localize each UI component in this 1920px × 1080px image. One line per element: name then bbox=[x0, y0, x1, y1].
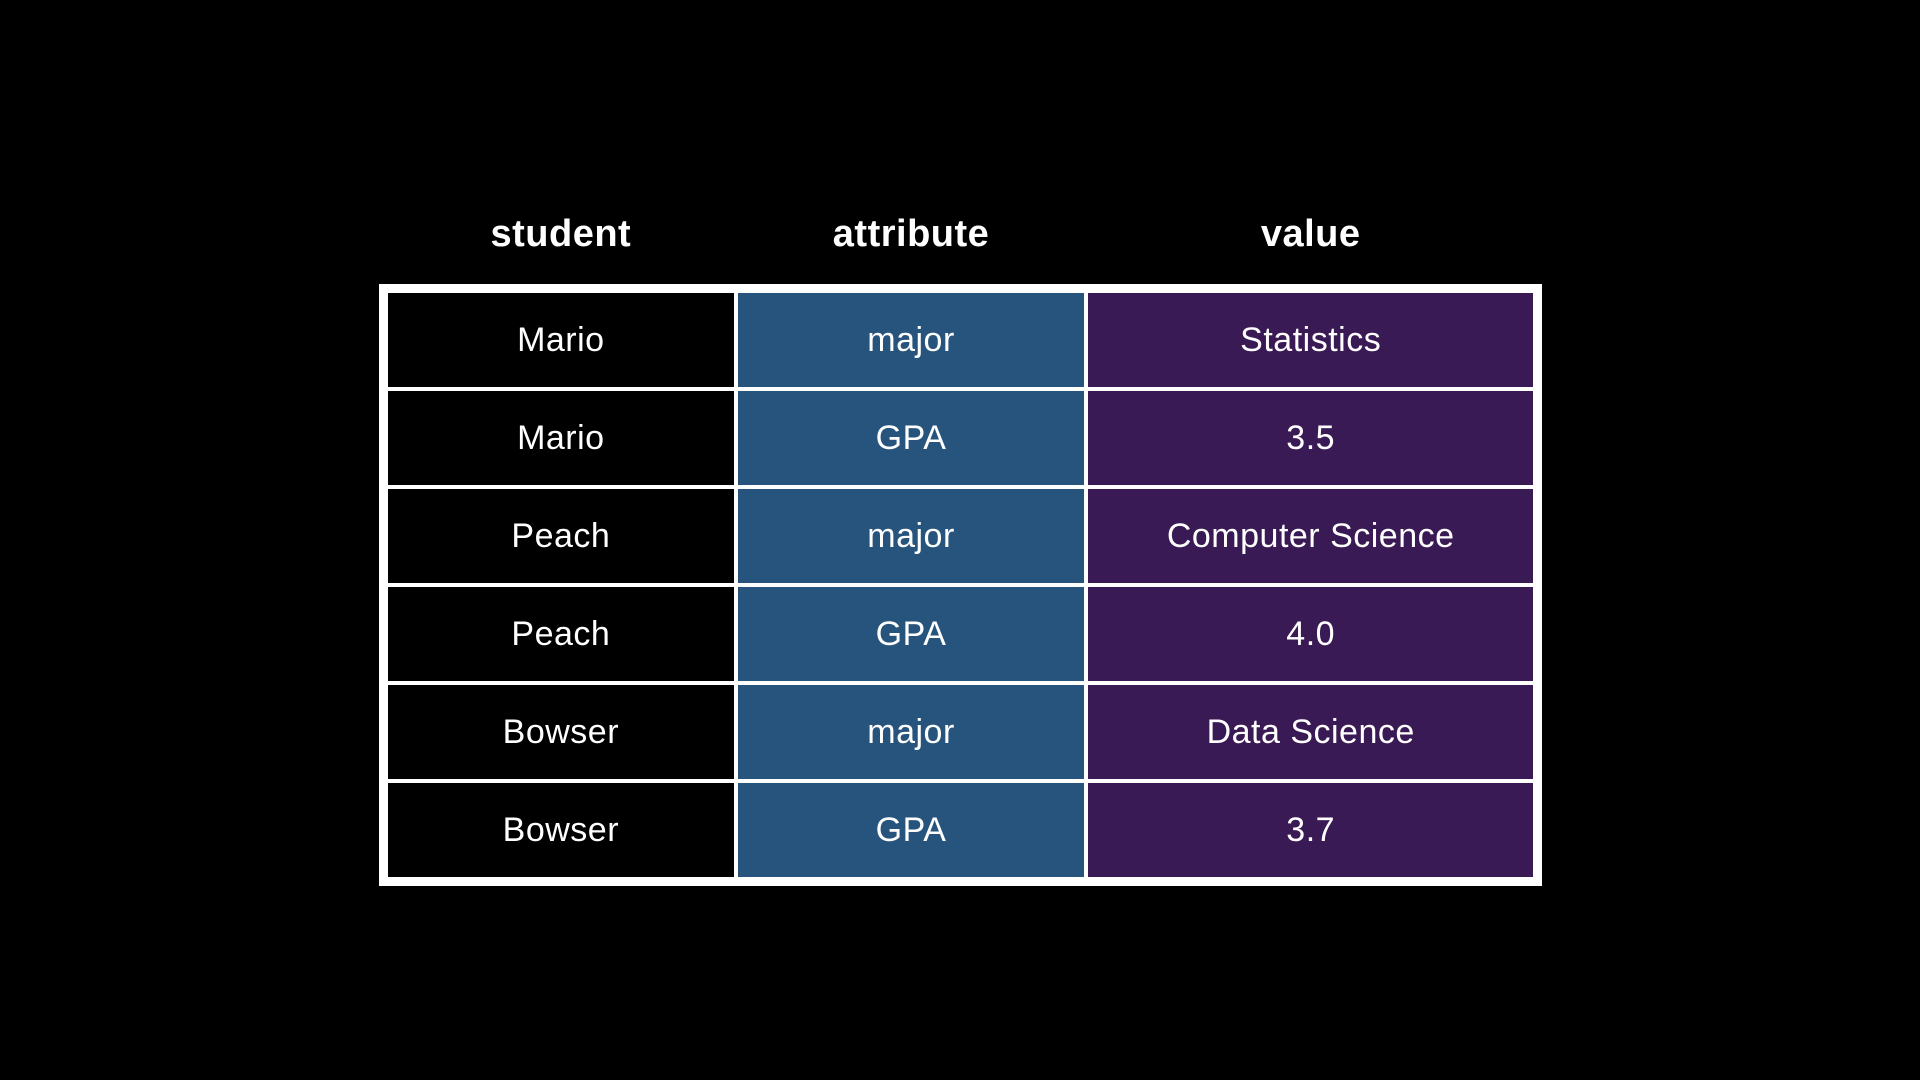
table-cell: Bowser bbox=[388, 783, 734, 877]
table-body: Mario major Statistics Mario GPA 3.5 Peach majo… bbox=[388, 293, 1533, 877]
table-cell: Computer Science bbox=[1088, 489, 1533, 583]
table-cell: GPA bbox=[737, 391, 1085, 485]
table-cell: Data Science bbox=[1088, 685, 1533, 779]
table-cell: Peach bbox=[388, 587, 734, 681]
data-table: student attribute value Mario major Statis… bbox=[379, 208, 1542, 886]
table-frame: Mario major Statistics Mario GPA 3.5 Peach majo… bbox=[379, 284, 1542, 886]
table-row: Mario major Statistics bbox=[388, 293, 1533, 387]
table-cell: Mario bbox=[388, 391, 734, 485]
table-cell: Statistics bbox=[1088, 293, 1533, 387]
column-header-attribute: attribute bbox=[832, 212, 990, 255]
table-cell: Mario bbox=[388, 293, 734, 387]
table-cell: GPA bbox=[737, 587, 1085, 681]
table-cell: Peach bbox=[388, 489, 734, 583]
table-row: Bowser GPA 3.7 bbox=[388, 783, 1533, 877]
table-cell: major bbox=[737, 293, 1085, 387]
table-cell: 3.7 bbox=[1088, 783, 1533, 877]
table-cell: Bowser bbox=[388, 685, 734, 779]
table-cell: major bbox=[737, 489, 1085, 583]
table-cell: major bbox=[737, 685, 1085, 779]
column-header-student: student bbox=[490, 212, 632, 255]
table-cell: 3.5 bbox=[1088, 391, 1533, 485]
table-header-row: student attribute value bbox=[379, 208, 1542, 260]
table-row: Peach GPA 4.0 bbox=[388, 587, 1533, 681]
column-header-value: value bbox=[1260, 212, 1361, 255]
table-cell: GPA bbox=[737, 783, 1085, 877]
table-row: Peach major Computer Science bbox=[388, 489, 1533, 583]
table-row: Bowser major Data Science bbox=[388, 685, 1533, 779]
table-cell: 4.0 bbox=[1088, 587, 1533, 681]
table-row: Mario GPA 3.5 bbox=[388, 391, 1533, 485]
